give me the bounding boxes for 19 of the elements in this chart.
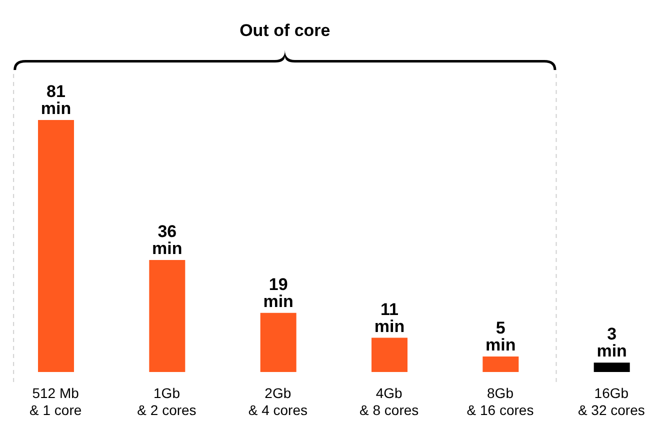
bar: [260, 312, 296, 372]
bar: [372, 338, 408, 372]
bar: [38, 120, 74, 372]
data-label: 36 min: [152, 222, 182, 258]
x-tick-label: 8Gb & 16 cores: [466, 385, 534, 418]
x-tick-label: 512 Mb & 1 core: [30, 385, 82, 418]
data-label: 11 min: [374, 300, 405, 336]
x-tick-label: 16Gb & 32 cores: [578, 385, 645, 418]
x-tick-label: 4Gb & 8 cores: [360, 385, 419, 418]
text: Out of core: [240, 21, 330, 40]
bar: [149, 260, 186, 372]
data-label: 3 min: [596, 324, 627, 361]
x-tick-label: 2Gb & 4 cores: [248, 385, 308, 418]
data-label: 19 min: [263, 274, 294, 311]
bar: [594, 362, 630, 372]
x-tick-label: 1Gb & 2 cores: [137, 385, 196, 418]
bar: [482, 356, 519, 372]
data-label: 81 min: [40, 82, 72, 118]
data-label: 5 min: [486, 318, 516, 354]
